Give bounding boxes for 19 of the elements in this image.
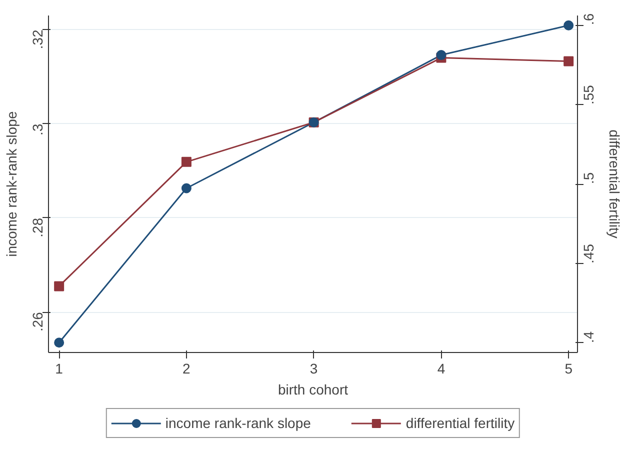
x-axis-title: birth cohort xyxy=(278,382,348,398)
y2-tick-label: .45 xyxy=(580,244,596,264)
x-tick-label: 3 xyxy=(310,360,318,376)
x-tick-label: 1 xyxy=(55,360,64,376)
y2-tick-label: .6 xyxy=(580,13,596,26)
y-tick-label: .32 xyxy=(30,29,46,50)
legend-label: differential fertility xyxy=(406,414,515,430)
x-tick-label: 5 xyxy=(564,360,573,376)
y2-axis-title: differential fertility xyxy=(606,130,622,238)
legend-label: income rank-rank slope xyxy=(165,414,311,430)
y2-tick-label: .5 xyxy=(580,172,596,184)
x-tick-label: 2 xyxy=(182,360,191,376)
x-tick-label: 4 xyxy=(437,360,446,376)
y2-tick-label: .55 xyxy=(580,84,596,105)
y-tick-label: .28 xyxy=(30,218,46,238)
y-tick-label: .3 xyxy=(30,124,46,136)
y-tick-label: .26 xyxy=(30,312,46,332)
y-axis-title: income rank-rank slope xyxy=(4,111,20,257)
y2-tick-label: .4 xyxy=(580,331,596,343)
